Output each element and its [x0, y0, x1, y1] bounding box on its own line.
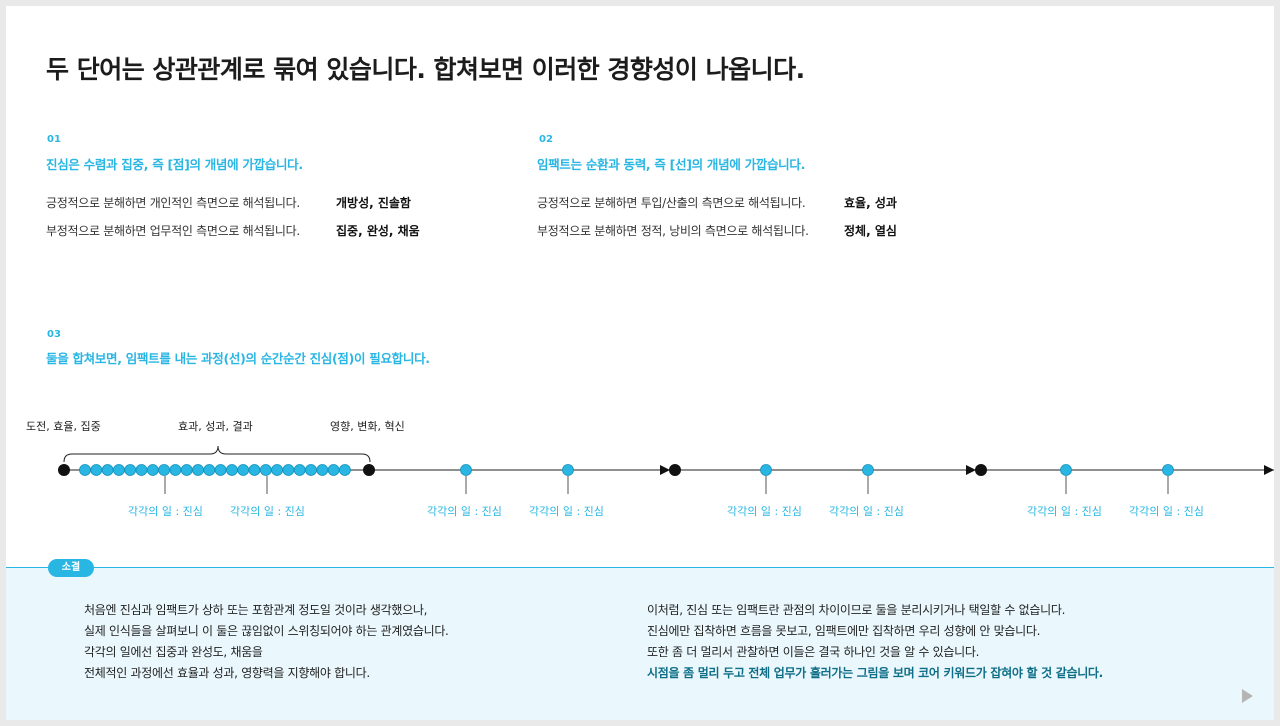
- progress-dot: [282, 464, 295, 476]
- progress-dot: [124, 464, 137, 476]
- summary-badge: 소결: [48, 559, 94, 577]
- section-01-keywords-1: 개방성, 진솔함: [336, 196, 411, 210]
- task-dot: [862, 464, 874, 476]
- progress-dot: [225, 464, 238, 476]
- task-label: 각각의 일 : 진심: [529, 505, 604, 518]
- section-01-number: 01: [47, 134, 61, 145]
- task-label: 각각의 일 : 진심: [1027, 505, 1102, 518]
- timeline-middle-label: 효과, 성과, 결과: [178, 420, 253, 433]
- section-02-line-1: 긍정적으로 분해하면 투입/산출의 측면으로 해석됩니다.: [537, 196, 806, 210]
- section-02-keywords-2: 정체, 열심: [844, 224, 897, 238]
- section-01-keywords-2: 집중, 완성, 채움: [336, 224, 420, 238]
- timeline-end-label: 영향, 변화, 혁신: [330, 420, 405, 433]
- progress-dot: [192, 464, 204, 476]
- arrowhead-icon: [660, 465, 670, 475]
- section-02-line-2: 부정적으로 분해하면 정적, 낭비의 측면으로 해석됩니다.: [537, 224, 809, 238]
- section-01-heading: 진심은 수렴과 집중, 즉 [점]의 개념에 가깝습니다.: [46, 157, 303, 172]
- task-dot: [1060, 464, 1072, 476]
- summary-left-line-1: 처음엔 진심과 임팩트가 상하 또는 포함관계 정도일 것이라 생각했으나,: [84, 603, 428, 617]
- progress-dot: [338, 464, 351, 476]
- milestone-node: [58, 464, 70, 476]
- slide: 두 단어는 상관관계로 묶여 있습니다. 합쳐보면 이러한 경향성이 나옵니다.…: [6, 6, 1274, 720]
- progress-dot: [135, 464, 148, 476]
- progress-dot: [101, 464, 114, 476]
- progress-dot: [214, 464, 227, 476]
- progress-dot: [90, 464, 103, 476]
- progress-dot: [113, 464, 125, 476]
- summary-right-line-2: 진심에만 집착하면 흐름을 못보고, 임팩트에만 집착하면 우리 성향에 안 맞…: [647, 624, 1041, 638]
- progress-dot: [248, 464, 261, 476]
- task-dot: [1162, 464, 1174, 476]
- summary-panel: [6, 567, 1274, 720]
- progress-dot: [180, 464, 193, 476]
- summary-left-line-4: 전체적인 과정에선 효율과 성과, 영향력을 지향해야 합니다.: [84, 666, 370, 680]
- progress-dot: [146, 464, 159, 476]
- progress-dot: [293, 464, 306, 476]
- arrowhead-icon: [966, 465, 976, 475]
- progress-dot: [259, 464, 272, 476]
- task-dot: [760, 464, 772, 476]
- task-label: 각각의 일 : 진심: [427, 505, 502, 518]
- section-02-heading: 임팩트는 순환과 동력, 즉 [선]의 개념에 가깝습니다.: [537, 157, 806, 172]
- progress-dot: [79, 464, 91, 476]
- task-label: 각각의 일 : 진심: [1129, 505, 1204, 518]
- section-03-number: 03: [47, 329, 61, 340]
- milestone-node: [669, 464, 681, 476]
- summary-right-line-3: 또한 좀 더 멀리서 관찰하면 이들은 결국 하나인 것을 알 수 있습니다.: [647, 645, 980, 659]
- progress-dot: [203, 464, 216, 476]
- timeline-start-label: 도전, 효율, 집중: [26, 420, 101, 433]
- milestone-node: [363, 464, 375, 476]
- arrowhead-icon: [1264, 465, 1274, 475]
- task-label: 각각의 일 : 진심: [128, 505, 203, 518]
- play-triangle-icon[interactable]: [1242, 689, 1253, 703]
- progress-dot: [237, 464, 250, 476]
- task-label: 각각의 일 : 진심: [727, 505, 802, 518]
- task-dot: [460, 464, 472, 476]
- section-03-heading: 둘을 합쳐보면, 임팩트를 내는 과정(선)의 순간순간 진심(점)이 필요합니…: [46, 351, 430, 366]
- page-title: 두 단어는 상관관계로 묶여 있습니다. 합쳐보면 이러한 경향성이 나옵니다.: [46, 55, 805, 84]
- progress-dot: [271, 464, 284, 476]
- summary-left-line-2: 실제 인식들을 살펴보니 이 둘은 끊임없이 스위칭되어야 하는 관계였습니다.: [84, 624, 449, 638]
- milestone-node: [975, 464, 987, 476]
- brace-shape: [63, 445, 371, 463]
- section-01-line-2: 부정적으로 분해하면 업무적인 측면으로 해석됩니다.: [46, 224, 300, 238]
- task-label: 각각의 일 : 진심: [829, 505, 904, 518]
- progress-dot: [169, 464, 182, 476]
- section-02-number: 02: [539, 134, 553, 145]
- progress-dot: [305, 464, 317, 476]
- summary-right-emphasis: 시점을 좀 멀리 두고 전체 업무가 흘러가는 그림을 보며 코어 키워드가 잡…: [647, 666, 1103, 680]
- timeline-diagram: [58, 445, 1274, 494]
- task-dot: [562, 464, 574, 476]
- section-01-line-1: 긍정적으로 분해하면 개인적인 측면으로 해석됩니다.: [46, 196, 300, 210]
- task-label: 각각의 일 : 진심: [230, 505, 305, 518]
- progress-dot: [327, 464, 340, 476]
- progress-dot: [158, 464, 171, 476]
- summary-right-line-1: 이처럼, 진심 또는 임팩트란 관점의 차이이므로 둘을 분리시키거나 택일할 …: [647, 603, 1066, 617]
- summary-left-line-3: 각각의 일에선 집중과 완성도, 채움을: [84, 645, 263, 659]
- section-02-keywords-1: 효율, 성과: [844, 196, 897, 210]
- progress-dot: [316, 464, 329, 476]
